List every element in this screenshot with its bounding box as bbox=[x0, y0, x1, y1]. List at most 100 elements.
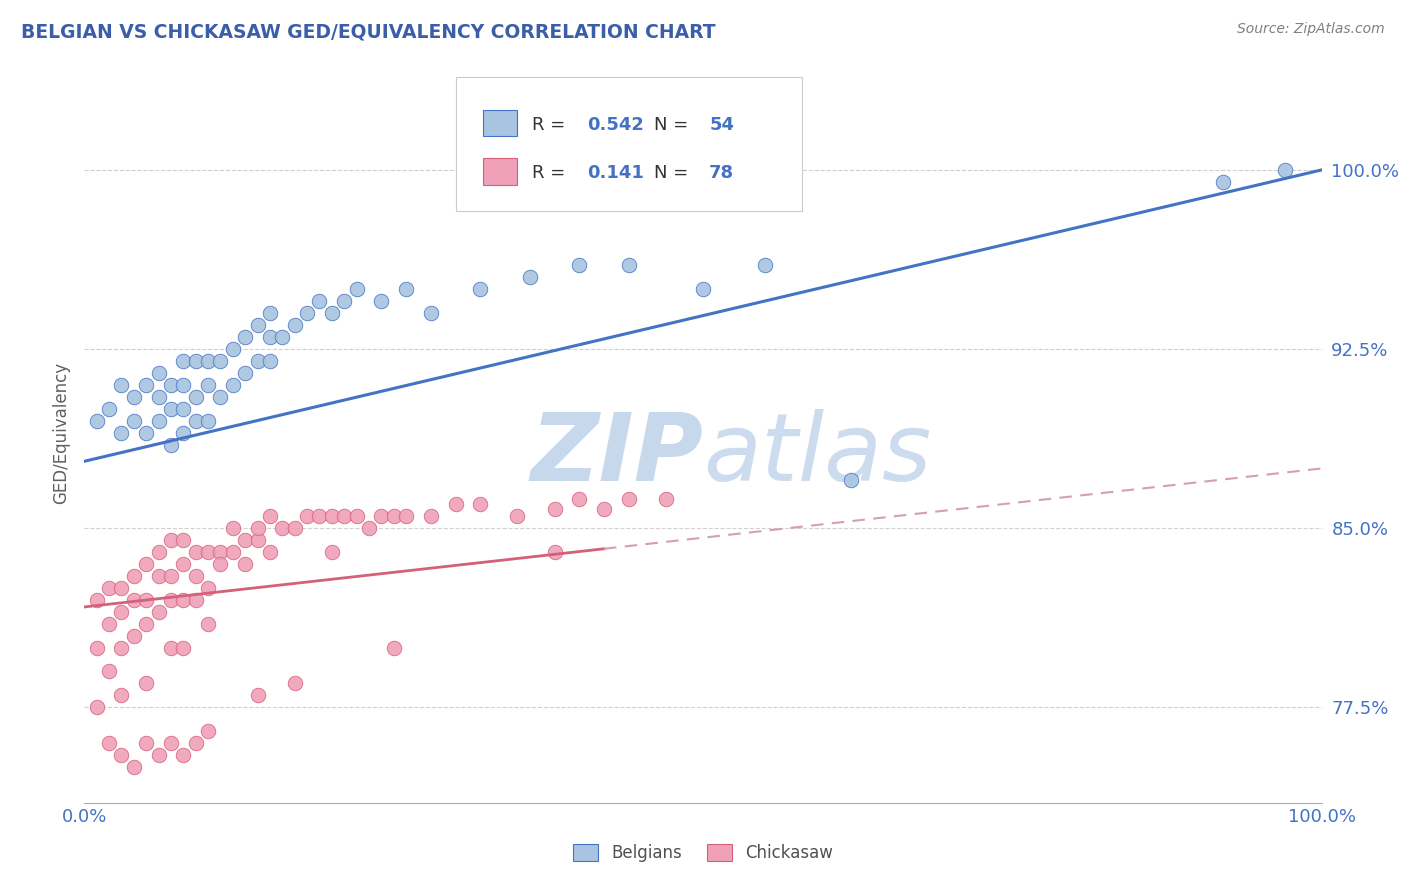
Point bbox=[506, 509, 529, 524]
Point bbox=[209, 557, 232, 571]
Point bbox=[543, 545, 565, 559]
Point bbox=[321, 509, 343, 524]
Point bbox=[148, 414, 170, 428]
Point bbox=[172, 557, 194, 571]
Point bbox=[284, 521, 307, 535]
Point bbox=[98, 616, 121, 631]
Point bbox=[160, 437, 183, 451]
Point bbox=[692, 282, 714, 296]
Point bbox=[246, 533, 269, 547]
FancyBboxPatch shape bbox=[456, 78, 801, 211]
Point bbox=[86, 640, 108, 655]
Point bbox=[617, 259, 640, 273]
Point bbox=[233, 533, 256, 547]
Point bbox=[259, 354, 281, 368]
Point bbox=[470, 282, 492, 296]
Point bbox=[184, 545, 207, 559]
Point bbox=[160, 569, 183, 583]
Point bbox=[172, 640, 194, 655]
Point bbox=[222, 545, 245, 559]
Point bbox=[148, 545, 170, 559]
Point bbox=[617, 492, 640, 507]
Point bbox=[184, 354, 207, 368]
Point bbox=[222, 342, 245, 356]
Point bbox=[321, 545, 343, 559]
Point bbox=[160, 736, 183, 750]
Point bbox=[160, 401, 183, 416]
Point bbox=[110, 747, 132, 762]
Point bbox=[184, 569, 207, 583]
Point bbox=[246, 354, 269, 368]
Point bbox=[197, 616, 219, 631]
Point bbox=[470, 497, 492, 511]
Point bbox=[135, 736, 157, 750]
Point bbox=[346, 282, 368, 296]
Point bbox=[122, 390, 145, 404]
Point bbox=[233, 330, 256, 344]
Point bbox=[593, 502, 616, 516]
Point bbox=[346, 509, 368, 524]
Point bbox=[382, 640, 405, 655]
Point bbox=[395, 509, 418, 524]
Y-axis label: GED/Equivalency: GED/Equivalency bbox=[52, 361, 70, 504]
Text: R =: R = bbox=[533, 116, 571, 135]
Point bbox=[135, 377, 157, 392]
Point bbox=[197, 581, 219, 595]
Point bbox=[222, 521, 245, 535]
Point bbox=[148, 605, 170, 619]
Point bbox=[172, 377, 194, 392]
Point bbox=[110, 640, 132, 655]
Point bbox=[395, 282, 418, 296]
Point bbox=[295, 509, 318, 524]
Point bbox=[98, 736, 121, 750]
Point bbox=[148, 747, 170, 762]
Point bbox=[110, 605, 132, 619]
Point bbox=[135, 557, 157, 571]
Point bbox=[1274, 162, 1296, 177]
Point bbox=[246, 689, 269, 703]
Point bbox=[135, 592, 157, 607]
Point bbox=[382, 509, 405, 524]
Point bbox=[259, 545, 281, 559]
Text: N =: N = bbox=[654, 164, 693, 183]
Point bbox=[333, 509, 356, 524]
Point bbox=[172, 747, 194, 762]
Point bbox=[110, 581, 132, 595]
Point bbox=[160, 533, 183, 547]
Point bbox=[122, 760, 145, 774]
Point bbox=[444, 497, 467, 511]
Point bbox=[519, 270, 541, 285]
Point bbox=[568, 259, 591, 273]
Point bbox=[160, 592, 183, 607]
Text: atlas: atlas bbox=[703, 409, 931, 500]
Point bbox=[172, 425, 194, 440]
Point bbox=[655, 492, 678, 507]
Point bbox=[284, 676, 307, 690]
Point bbox=[308, 509, 330, 524]
Point bbox=[172, 401, 194, 416]
Point bbox=[98, 581, 121, 595]
Point bbox=[86, 592, 108, 607]
Point bbox=[284, 318, 307, 333]
Point bbox=[197, 545, 219, 559]
Point bbox=[160, 377, 183, 392]
Point bbox=[259, 330, 281, 344]
Text: R =: R = bbox=[533, 164, 576, 183]
Point bbox=[110, 689, 132, 703]
Point bbox=[271, 521, 294, 535]
FancyBboxPatch shape bbox=[482, 158, 517, 185]
Point bbox=[233, 366, 256, 380]
Point bbox=[172, 354, 194, 368]
Point bbox=[184, 592, 207, 607]
Text: 54: 54 bbox=[709, 116, 734, 135]
Point bbox=[419, 306, 441, 320]
Point bbox=[419, 509, 441, 524]
Point bbox=[209, 390, 232, 404]
Point bbox=[86, 700, 108, 714]
Point bbox=[148, 366, 170, 380]
Point bbox=[160, 640, 183, 655]
Point bbox=[357, 521, 380, 535]
Text: 0.141: 0.141 bbox=[586, 164, 644, 183]
Point bbox=[333, 294, 356, 309]
Point bbox=[370, 294, 392, 309]
